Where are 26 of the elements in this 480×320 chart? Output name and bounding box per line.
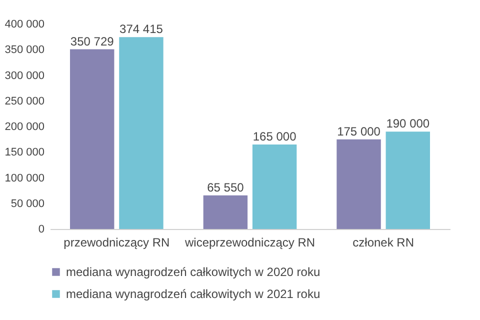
data-label: 374 415 <box>120 22 164 36</box>
legend-label: mediana wynagrodzeń całkowitych w 2021 roku <box>66 287 320 301</box>
x-tick-label: wiceprzewodniczący RN <box>184 236 316 250</box>
y-tick-label: 200 000 <box>4 121 44 133</box>
bar <box>252 144 297 229</box>
bar <box>70 49 114 229</box>
bar <box>119 37 164 229</box>
data-label: 175 000 <box>337 124 381 138</box>
bar <box>386 132 430 229</box>
data-label: 165 000 <box>252 129 297 144</box>
y-tick-label: 50 000 <box>10 198 44 210</box>
bar <box>203 195 248 229</box>
y-tick-label: 400 000 <box>4 18 44 30</box>
x-tick-label: członek RN <box>352 236 414 250</box>
y-tick-label: 300 000 <box>4 70 44 82</box>
data-label: 65 550 <box>207 180 244 194</box>
legend-label: mediana wynagrodzeń całkowitych w 2020 roku <box>66 265 320 279</box>
bar <box>336 139 381 229</box>
y-tick-label: 150 000 <box>4 146 44 159</box>
y-tick-label: 350 000 <box>4 44 44 56</box>
y-tick-label: 250 000 <box>4 95 44 108</box>
x-tick-label: przewodniczący RN <box>64 236 170 250</box>
y-tick-label: 0 <box>38 224 44 236</box>
data-label: 350 729 <box>70 34 114 48</box>
data-label: 190 000 <box>386 116 430 131</box>
y-tick-label: 100 000 <box>4 172 44 184</box>
